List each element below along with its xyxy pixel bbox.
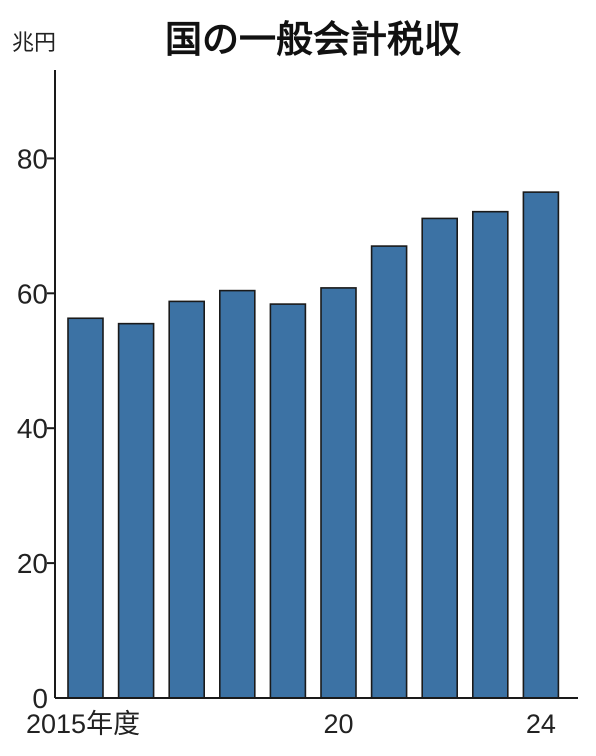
- y-axis-unit-label: 兆円: [12, 31, 56, 56]
- y-axis: 0 20 40 60 80: [17, 70, 56, 714]
- bar-2020: [320, 287, 357, 699]
- y-tick-label: 20: [17, 548, 48, 579]
- bar-2019: [269, 303, 307, 699]
- bar-2017: [168, 300, 205, 699]
- bar-2018: [219, 289, 256, 699]
- x-tick-label: 2015年度: [26, 709, 140, 739]
- bar-2016: [117, 322, 155, 699]
- bars-group: [67, 191, 560, 699]
- y-tick-label: 80: [17, 143, 48, 174]
- y-tick-label: 60: [17, 278, 48, 309]
- x-axis: 2015年度 20 24: [26, 697, 578, 739]
- x-tick-label: 20: [323, 709, 353, 739]
- bar-2024: [522, 191, 560, 699]
- x-tick-label: 24: [526, 709, 556, 739]
- bar-2015: [67, 317, 104, 699]
- chart-title: 国の一般会計税収: [165, 18, 461, 61]
- y-tick-label: 40: [17, 413, 48, 444]
- y-tick-label: 0: [32, 683, 48, 714]
- bar-2022: [421, 217, 459, 699]
- bar-2023: [471, 210, 509, 699]
- bar-2021: [370, 245, 408, 699]
